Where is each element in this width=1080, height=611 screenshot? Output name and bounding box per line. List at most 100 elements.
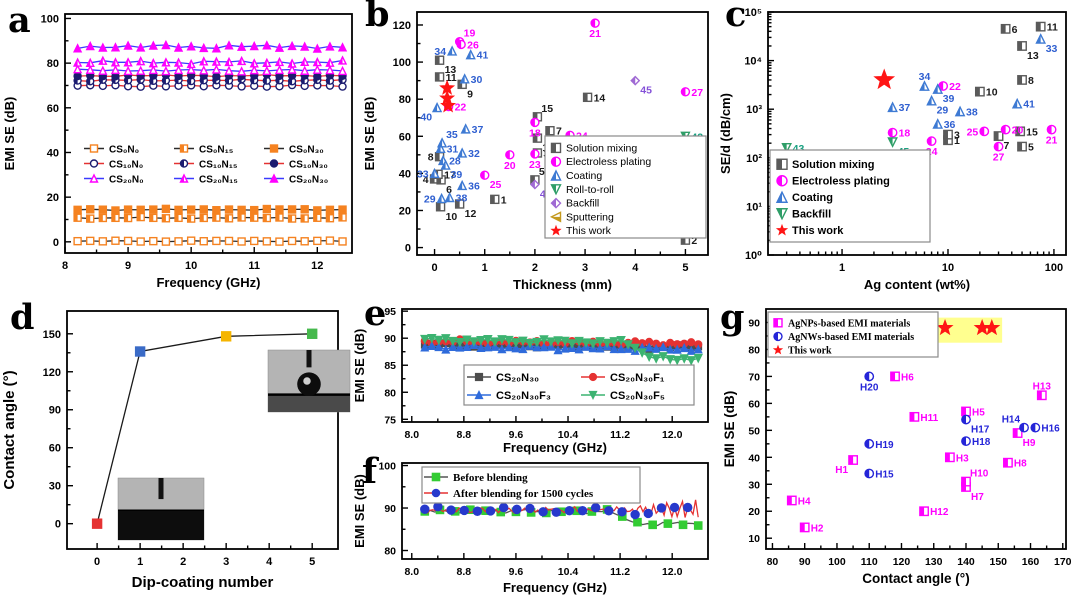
svg-text:38: 38 [966, 106, 978, 118]
svg-text:170: 170 [1054, 556, 1072, 568]
svg-text:13: 13 [1027, 50, 1039, 62]
svg-text:H10: H10 [970, 469, 989, 480]
svg-text:CS₀N₁₅: CS₀N₁₅ [199, 145, 234, 156]
svg-text:30: 30 [748, 479, 760, 491]
svg-text:80: 80 [384, 387, 396, 399]
series-line [77, 73, 343, 78]
panel-f-letter: f [362, 451, 378, 492]
svg-text:EMI SE (dB): EMI SE (dB) [352, 329, 367, 403]
svg-text:11: 11 [248, 260, 260, 272]
svg-text:41: 41 [1023, 99, 1035, 111]
svg-text:4: 4 [423, 174, 429, 186]
svg-text:Thickness (mm): Thickness (mm) [513, 277, 612, 292]
svg-text:80: 80 [767, 556, 779, 568]
svg-text:21: 21 [589, 28, 601, 40]
svg-text:60: 60 [748, 398, 760, 410]
svg-text:20: 20 [47, 192, 59, 204]
svg-text:Electroless plating: Electroless plating [566, 156, 651, 168]
svg-text:26: 26 [467, 39, 479, 51]
svg-text:CS₀N₃₀: CS₀N₃₀ [289, 145, 324, 156]
svg-text:0: 0 [405, 243, 411, 255]
svg-text:18: 18 [529, 127, 541, 139]
svg-text:H17: H17 [971, 425, 990, 436]
panel-a-letter: a [8, 0, 31, 41]
svg-text:19: 19 [464, 28, 476, 40]
svg-text:40: 40 [748, 452, 760, 464]
svg-text:11.2: 11.2 [610, 566, 630, 578]
svg-text:10⁵: 10⁵ [745, 7, 762, 19]
svg-text:10⁰: 10⁰ [745, 250, 762, 262]
panel-c-chart: 1 10 100 10⁰ 10¹ 10² 10³ 10⁴ 10⁵ Ag content (wt%)… [720, 0, 1080, 295]
svg-text:7: 7 [1004, 140, 1010, 152]
svg-text:75: 75 [384, 414, 396, 426]
svg-text:3: 3 [223, 556, 229, 568]
svg-text:100: 100 [1045, 262, 1063, 274]
svg-text:34: 34 [434, 46, 446, 58]
svg-text:25: 25 [490, 179, 502, 191]
svg-text:2: 2 [691, 235, 697, 247]
svg-text:Solution mixing: Solution mixing [566, 142, 637, 154]
svg-text:Coating: Coating [566, 170, 602, 182]
svg-text:100: 100 [378, 461, 396, 473]
svg-text:Contact angle (°): Contact angle (°) [862, 571, 969, 586]
svg-text:30: 30 [49, 481, 61, 493]
svg-text:5: 5 [309, 556, 315, 568]
panel-d: 0 1 2 3 4 5 0 30 60 90 120 150 Dip-coating number Con… [0, 295, 352, 611]
series-line [96, 333, 313, 524]
svg-text:43: 43 [793, 143, 805, 155]
svg-text:CS₁₀N₁₅: CS₁₀N₁₅ [199, 160, 238, 171]
svg-text:32: 32 [468, 148, 480, 160]
axis-ticks [64, 17, 319, 253]
svg-text:4: 4 [266, 556, 273, 568]
series-line [77, 216, 343, 220]
svg-text:AgNPs-based EMI materials: AgNPs-based EMI materials [788, 318, 910, 329]
plot-border [401, 462, 709, 560]
svg-text:20: 20 [504, 160, 516, 172]
panel-e-chart: 8.0 8.8 9.6 10.4 11.2 12.0 75 80 85 90 95 Frequency… [352, 295, 720, 455]
series-line [424, 337, 699, 362]
svg-text:SE/d (dB/cm): SE/d (dB/cm) [720, 93, 733, 174]
svg-text:27: 27 [993, 152, 1005, 164]
svg-text:H12: H12 [930, 507, 949, 518]
svg-text:5: 5 [682, 262, 688, 274]
svg-text:Roll-to-roll: Roll-to-roll [566, 184, 614, 196]
svg-text:27: 27 [691, 87, 703, 99]
svg-text:8: 8 [1028, 75, 1034, 87]
svg-text:85: 85 [384, 360, 396, 372]
svg-text:39: 39 [451, 169, 463, 181]
svg-text:0: 0 [431, 262, 437, 274]
series-line [77, 239, 343, 243]
svg-text:H2: H2 [811, 523, 824, 534]
svg-text:15: 15 [1026, 126, 1038, 138]
svg-text:CS₁₀N₀: CS₁₀N₀ [109, 160, 143, 171]
svg-text:Backfill: Backfill [792, 208, 831, 220]
svg-text:31: 31 [447, 143, 459, 155]
plot-border [401, 308, 709, 423]
svg-text:12.0: 12.0 [662, 566, 683, 578]
svg-text:80: 80 [748, 344, 760, 356]
panel-g-letter: g [720, 297, 745, 338]
svg-text:This work: This work [792, 225, 844, 237]
svg-text:Solution mixing: Solution mixing [792, 159, 875, 171]
svg-text:41: 41 [477, 50, 489, 62]
svg-text:40: 40 [47, 147, 59, 159]
svg-text:10: 10 [986, 87, 998, 99]
svg-text:6: 6 [446, 184, 452, 196]
svg-text:H6: H6 [901, 372, 914, 383]
panel-g: 80 90 100 110 120 130 140 150 160 170 10 20 30 40 50 60… [720, 295, 1080, 611]
contact-angle-inset-droplet [267, 349, 351, 413]
svg-text:0: 0 [55, 519, 61, 531]
series-line [77, 84, 343, 88]
svg-text:80: 80 [47, 58, 59, 70]
svg-text:18: 18 [899, 128, 911, 140]
svg-text:8.8: 8.8 [457, 566, 472, 578]
panel-f-chart: 8.0 8.8 9.6 10.4 11.2 12.0 80 90 100 Frequency (G… [352, 455, 720, 611]
svg-text:H11: H11 [920, 413, 938, 424]
svg-text:24: 24 [926, 146, 938, 158]
plot-border [66, 310, 339, 550]
svg-text:20: 20 [748, 506, 760, 518]
svg-text:36: 36 [944, 119, 956, 131]
svg-text:CS₁₀N₃₀: CS₁₀N₃₀ [289, 160, 328, 171]
svg-text:CS₂₀N₁₅: CS₂₀N₁₅ [199, 175, 238, 186]
svg-text:7: 7 [556, 126, 562, 138]
